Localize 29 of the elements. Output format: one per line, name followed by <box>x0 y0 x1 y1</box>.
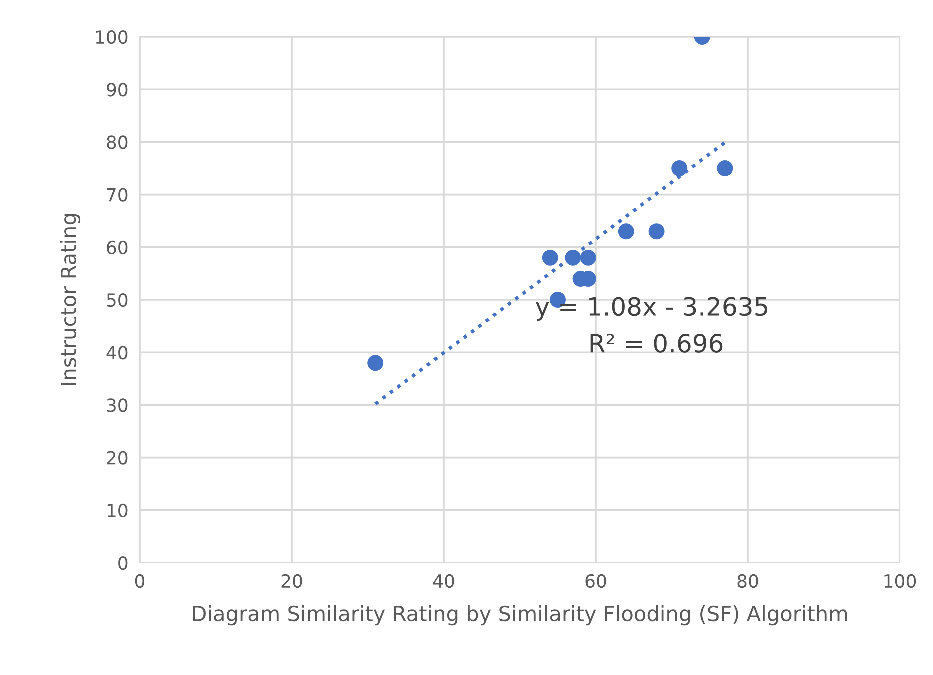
y-tick-label: 40 <box>106 346 128 360</box>
x-tick-label: 20 <box>282 574 302 588</box>
y-tick-label: 20 <box>107 451 128 465</box>
annotation: R² = 0.696 <box>590 334 723 353</box>
point <box>542 250 558 266</box>
y-tick-label: 0 <box>118 556 128 570</box>
point <box>368 355 384 372</box>
x-tick-label: 80 <box>738 574 758 588</box>
point <box>565 250 582 266</box>
x-tick-label: 40 <box>433 574 454 588</box>
x-tick-label: 60 <box>586 574 606 588</box>
y-tick-label: 30 <box>107 398 128 412</box>
point <box>618 224 634 240</box>
y-tick-label: 70 <box>107 188 128 202</box>
point <box>648 224 665 240</box>
point <box>672 160 688 176</box>
point <box>580 250 596 266</box>
x-tick-label: 100 <box>884 574 916 588</box>
y-tick-label: 100 <box>96 30 128 44</box>
y-tick-label: 80 <box>107 136 128 150</box>
y-tick-label: 90 <box>107 83 128 97</box>
y-tick-label: 10 <box>108 504 128 518</box>
x-tick-label: 0 <box>135 574 145 588</box>
y-tick-label: 60 <box>107 240 128 255</box>
annotation: y = 1.08x - 3.2635 <box>536 297 768 321</box>
x-axis-title: Diagram Similarity Rating by Similarity Flooding (SF) Algorithm <box>193 605 848 626</box>
y-tick-label: 50 <box>107 293 128 308</box>
point <box>717 160 734 176</box>
y-axis-title: Instructor Rating <box>60 214 81 386</box>
